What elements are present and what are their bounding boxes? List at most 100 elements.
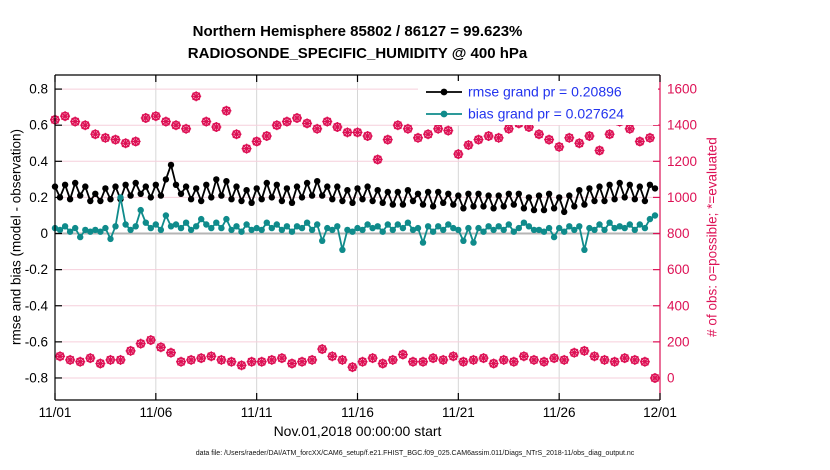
obs-count-marker: [241, 143, 252, 154]
x-tick-label: 11/26: [543, 405, 576, 420]
y-left-tick-label: -0.6: [25, 334, 48, 349]
obs-count-marker: [115, 354, 126, 365]
legend-entry: rmse grand pr = 0.20896: [426, 84, 622, 100]
obs-count-marker: [60, 111, 71, 122]
obs-count-marker: [140, 112, 151, 123]
obs-count-marker: [85, 353, 96, 364]
obs-count-marker: [413, 132, 423, 143]
obs-count-marker: [589, 351, 600, 362]
bias-series: [51, 194, 659, 253]
obs-count-marker: [579, 345, 590, 356]
obs-count-marker: [150, 111, 161, 122]
obs-count-marker: [246, 356, 257, 367]
data-file-caption: data file: /Users/raeder/DAI/ATM_forcXX/…: [195, 450, 635, 457]
x-tick-label: 11/16: [341, 405, 374, 420]
obs-count-marker: [105, 354, 116, 365]
obs-count-marker: [352, 127, 363, 138]
obs-count-marker: [90, 129, 101, 140]
horizontal-gridlines: [55, 88, 660, 379]
obs-count-marker: [362, 131, 373, 142]
obs-count-marker: [599, 354, 610, 365]
obs-count-marker: [196, 353, 207, 364]
obs-count-marker: [539, 356, 550, 367]
obs-count-marker: [55, 351, 66, 362]
y-right-tick-label: 1000: [667, 190, 697, 205]
x-axis-label: Nov.01,2018 00:00:00 start: [273, 423, 442, 439]
obs-count-marker: [312, 123, 323, 134]
obs-count-marker: [176, 356, 187, 367]
obs-count-marker: [387, 354, 398, 365]
y-right-tick-label: 600: [667, 262, 690, 277]
obs-count-marker: [125, 345, 136, 356]
y-left-tick-label: 0.2: [29, 190, 48, 205]
obs-count-marker: [367, 353, 378, 364]
obs-count-marker: [130, 136, 141, 147]
obs-count-marker: [292, 112, 302, 123]
obs-count-marker: [226, 356, 237, 367]
y-left-tick-label: 0.4: [29, 154, 48, 169]
obs-count-marker: [70, 116, 81, 127]
obs-count-marker: [468, 354, 479, 365]
obs-count-marker: [332, 122, 343, 132]
obs-count-marker: [80, 120, 91, 131]
obs-count-marker: [639, 356, 650, 367]
obs-count-marker: [564, 132, 575, 143]
y-right-tick-label: 800: [667, 226, 690, 241]
x-tick-label: 12/01: [643, 405, 677, 420]
obs-count-marker: [569, 347, 580, 358]
obs-count-markers: [50, 91, 660, 383]
y-right-tick-label: 400: [667, 298, 690, 313]
obs-count-marker: [453, 149, 464, 160]
obs-count-marker: [397, 349, 408, 360]
obs-count-marker: [372, 154, 383, 165]
obs-count-marker: [478, 353, 489, 364]
obs-count-marker: [534, 129, 544, 140]
obs-count-marker: [544, 134, 555, 145]
rmse-series: [51, 161, 659, 216]
obs-count-marker: [604, 129, 615, 140]
obs-count-marker: [271, 120, 282, 131]
obs-count-marker: [211, 122, 222, 132]
y-left-tick-label: -0.2: [25, 262, 48, 277]
obs-count-marker: [251, 136, 262, 147]
obs-count-marker: [100, 132, 111, 143]
obs-count-marker: [574, 138, 585, 149]
obs-count-marker: [266, 354, 277, 365]
chart-subtitle: RADIOSONDE_SPECIFIC_HUMIDITY @ 400 hPa: [187, 45, 528, 62]
obs-count-marker: [377, 358, 388, 369]
obs-count-marker: [483, 131, 494, 142]
vertical-gridlines: [155, 75, 560, 400]
y-left-tick-label: -0.4: [25, 298, 49, 313]
axis-ticks-and-labels: 11/01 11/06 11/11 11/16 11/21 11/26 12/01 -0.8 -…: [25, 75, 697, 420]
obs-count-marker: [407, 356, 418, 367]
obs-count-marker: [518, 351, 529, 362]
obs-count-marker: [120, 138, 131, 149]
obs-count-marker: [95, 358, 106, 369]
legend-entry: bias grand pr = 0.027624: [426, 106, 624, 122]
obs-count-marker: [428, 353, 439, 364]
obs-count-marker: [201, 116, 212, 127]
obs-count-marker: [322, 116, 333, 127]
y-left-tick-label: 0.6: [29, 118, 48, 133]
obs-count-marker: [448, 351, 459, 362]
y-right-tick-label: 200: [667, 334, 690, 349]
y-right-tick-label: 0: [667, 370, 675, 385]
obs-count-marker: [206, 351, 217, 362]
obs-count-marker: [297, 356, 308, 367]
legend-marker-sample: [440, 88, 448, 96]
y-right-tick-label: 1400: [667, 118, 697, 133]
obs-count-marker: [458, 356, 469, 367]
obs-count-marker: [155, 342, 166, 353]
obs-count-marker: [488, 358, 499, 369]
obs-count-marker: [357, 356, 368, 367]
obs-count-marker: [609, 356, 620, 367]
obs-count-marker: [165, 347, 176, 358]
obs-count-marker: [302, 118, 313, 129]
obs-count-marker: [634, 136, 645, 147]
obs-count-marker: [347, 362, 358, 373]
x-tick-label: 11/11: [241, 405, 273, 420]
y-left-tick-label: 0: [40, 226, 48, 241]
obs-count-marker: [473, 134, 484, 145]
obs-count-marker: [503, 123, 514, 134]
obs-count-marker: [554, 141, 565, 152]
